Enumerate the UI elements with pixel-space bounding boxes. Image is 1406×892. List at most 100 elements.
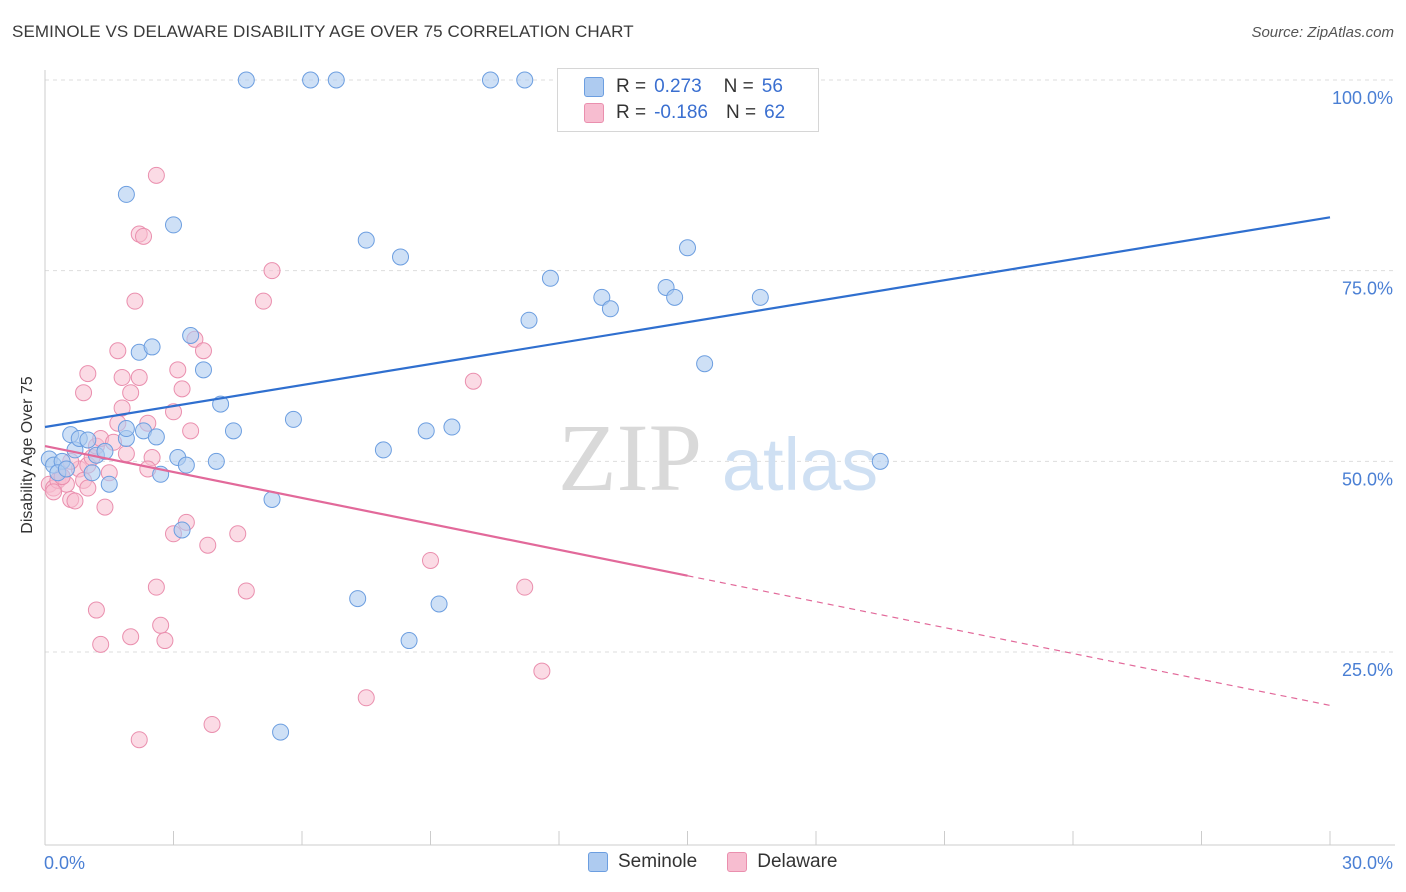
delaware-point [199, 536, 217, 554]
delaware-n-value: 62 [764, 102, 786, 123]
seminole-point [541, 269, 559, 287]
delaware-point [79, 365, 97, 383]
seminole-point [601, 300, 619, 318]
chart-title: SEMINOLE VS DELAWARE DISABILITY AGE OVER… [12, 22, 634, 41]
n-label: N = [725, 102, 757, 123]
seminole-point [302, 71, 320, 89]
seminole-point [871, 452, 889, 470]
delaware-point [92, 635, 110, 653]
x-tick-label: 0.0% [44, 853, 85, 873]
x-tick-label: 30.0% [1342, 853, 1393, 873]
seminole-r-value: 0.273 [654, 76, 702, 97]
seminole-point [392, 248, 410, 266]
delaware-points [40, 166, 551, 749]
seminole-point [516, 71, 534, 89]
seminole-point [237, 71, 255, 89]
legend-item-seminole: Seminole [588, 851, 697, 873]
legend-row-delaware: R = -0.186 N = 62 [584, 100, 785, 126]
delaware-point [173, 380, 191, 398]
delaware-point [96, 498, 114, 516]
delaware-point [229, 525, 247, 543]
seminole-point [100, 475, 118, 493]
delaware-trend-line [44, 445, 688, 577]
seminole-point [177, 456, 195, 474]
delaware-point [237, 582, 255, 600]
seminole-point [272, 723, 290, 741]
delaware-point [422, 551, 439, 569]
delaware-point [109, 342, 127, 360]
seminole-point [696, 355, 714, 373]
seminole-point [194, 361, 212, 379]
delaware-point [113, 399, 131, 417]
seminole-point [349, 590, 367, 608]
delaware-point [169, 361, 187, 379]
delaware-point [263, 262, 281, 280]
delaware-point [147, 578, 165, 596]
seminole-point [143, 338, 161, 356]
y-tick-label: 25.0% [1342, 660, 1393, 680]
seminole-point [57, 460, 75, 478]
delaware-point [182, 422, 200, 440]
seminole-point [751, 288, 769, 306]
tick-labels: 25.0% 50.0% 75.0% 100.0% 0.0% 30.0% [44, 88, 1393, 873]
delaware-point [113, 368, 131, 386]
seminole-trend-line [44, 216, 1331, 429]
seminole-point [679, 239, 696, 257]
seminole-points [40, 71, 889, 741]
delaware-swatch [727, 852, 748, 872]
y-tick-label: 75.0% [1342, 279, 1393, 299]
source-label: Source: ZipAtlas.com [1251, 24, 1394, 41]
seminole-point [147, 428, 165, 446]
seminole-point [79, 431, 97, 449]
seminole-point [96, 442, 114, 460]
seminole-point [666, 288, 684, 306]
seminole-point [207, 452, 225, 470]
delaware-point [147, 166, 165, 184]
seminole-point [182, 326, 200, 344]
legend-row-seminole: R = 0.273 N = 56 [584, 74, 783, 100]
delaware-point [357, 689, 375, 707]
legend-item-delaware: Delaware [727, 851, 837, 873]
n-label: N = [723, 76, 754, 97]
trend-lines [44, 216, 1331, 706]
seminole-point [284, 410, 302, 428]
delaware-point [152, 616, 170, 634]
delaware-point [156, 632, 174, 650]
seminole-legend-label: Seminole [618, 851, 698, 872]
seminole-point [374, 441, 392, 459]
delaware-point [79, 479, 97, 497]
seminole-point [212, 395, 230, 413]
delaware-point [45, 483, 63, 501]
delaware-point [130, 368, 148, 386]
seminole-point [117, 185, 135, 203]
delaware-point [194, 342, 212, 360]
seminole-point [593, 288, 611, 306]
delaware-point [464, 372, 482, 390]
seminole-swatch [584, 77, 604, 97]
seminole-point [117, 420, 135, 438]
r-label: R = [616, 102, 647, 123]
series-legend: Seminole Delaware [588, 851, 867, 873]
delaware-point [516, 578, 534, 596]
delaware-point [122, 628, 140, 646]
seminole-point [430, 595, 448, 613]
seminole-point [417, 422, 435, 440]
delaware-point [254, 292, 272, 310]
delaware-point [135, 227, 153, 245]
delaware-trend-extension [687, 575, 1331, 706]
watermark-atlas: atlas [722, 423, 878, 506]
delaware-point [203, 715, 221, 733]
seminole-point [83, 464, 101, 482]
seminole-point [400, 632, 418, 650]
seminole-n-value: 56 [761, 76, 783, 97]
seminole-point [520, 311, 538, 329]
watermark-zip: ZIP [558, 404, 702, 511]
seminole-point [173, 521, 191, 539]
grid-layer [45, 79, 1395, 653]
delaware-point [126, 292, 144, 310]
seminole-point [481, 71, 499, 89]
delaware-r-value: -0.186 [654, 102, 708, 123]
delaware-legend-label: Delaware [757, 851, 838, 872]
delaware-point [66, 492, 84, 510]
